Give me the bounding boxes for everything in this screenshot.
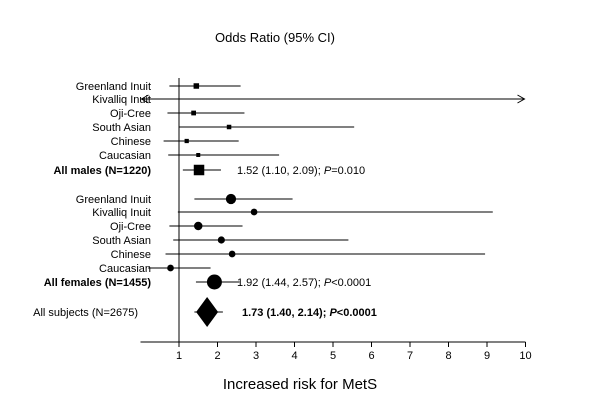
- row-label: All females (N=1455): [44, 277, 152, 289]
- point-estimate-square: [193, 164, 205, 176]
- x-tick-label: 5: [330, 350, 336, 362]
- x-tick-label: 8: [445, 350, 451, 362]
- estimate-annotation: 1.73 (1.40, 2.14); P<0.0001: [242, 307, 377, 319]
- x-tick-label: 7: [407, 350, 413, 362]
- estimate-annotation: 1.52 (1.10, 2.09); P=0.010: [237, 165, 365, 177]
- row-label: Chinese: [111, 249, 151, 261]
- row-label: Kivalliq Inuit: [92, 94, 151, 106]
- row-label: All males (N=1220): [53, 165, 151, 177]
- x-tick-label: 6: [368, 350, 374, 362]
- row-label: Oji-Cree: [110, 221, 151, 233]
- point-estimate-square: [196, 153, 201, 157]
- point-estimate-square: [191, 110, 197, 116]
- point-estimate-circle: [194, 221, 203, 231]
- point-estimate-square: [193, 83, 200, 89]
- x-tick-label: 3: [253, 350, 259, 362]
- chart-title: Odds Ratio (95% CI): [215, 30, 335, 45]
- point-estimate-circle: [250, 208, 258, 216]
- estimate-annotation: 1.92 (1.44, 2.57); P<0.0001: [237, 277, 371, 289]
- row-label: Greenland Inuit: [76, 194, 151, 206]
- x-tick-label: 1: [176, 350, 182, 362]
- x-tick-label: 10: [519, 350, 531, 362]
- x-tick-label: 2: [214, 350, 220, 362]
- row-label: Greenland Inuit: [76, 81, 151, 93]
- x-tick-label: 9: [484, 350, 490, 362]
- x-tick-label: 4: [291, 350, 297, 362]
- row-label: South Asian: [92, 235, 151, 247]
- row-label: South Asian: [92, 122, 151, 134]
- point-estimate-square: [226, 124, 232, 130]
- pooled-estimate-diamond: [196, 297, 219, 327]
- x-axis-label: Increased risk for MetS: [222, 376, 378, 393]
- row-label: Chinese: [111, 136, 151, 148]
- row-label: Caucasian: [99, 263, 151, 275]
- point-estimate-circle: [217, 236, 225, 244]
- point-estimate-circle: [228, 250, 236, 258]
- arrow-right: [517, 94, 526, 104]
- point-estimate-circle: [225, 193, 237, 205]
- point-estimate-circle: [206, 274, 222, 290]
- arrow-left: [140, 94, 149, 104]
- point-estimate-square: [184, 138, 189, 144]
- row-label: Oji-Cree: [110, 108, 151, 120]
- point-estimate-circle: [167, 264, 174, 272]
- row-label: All subjects (N=2675): [33, 307, 138, 319]
- row-label: Caucasian: [99, 150, 151, 162]
- row-label: Kivalliq Inuit: [92, 207, 151, 219]
